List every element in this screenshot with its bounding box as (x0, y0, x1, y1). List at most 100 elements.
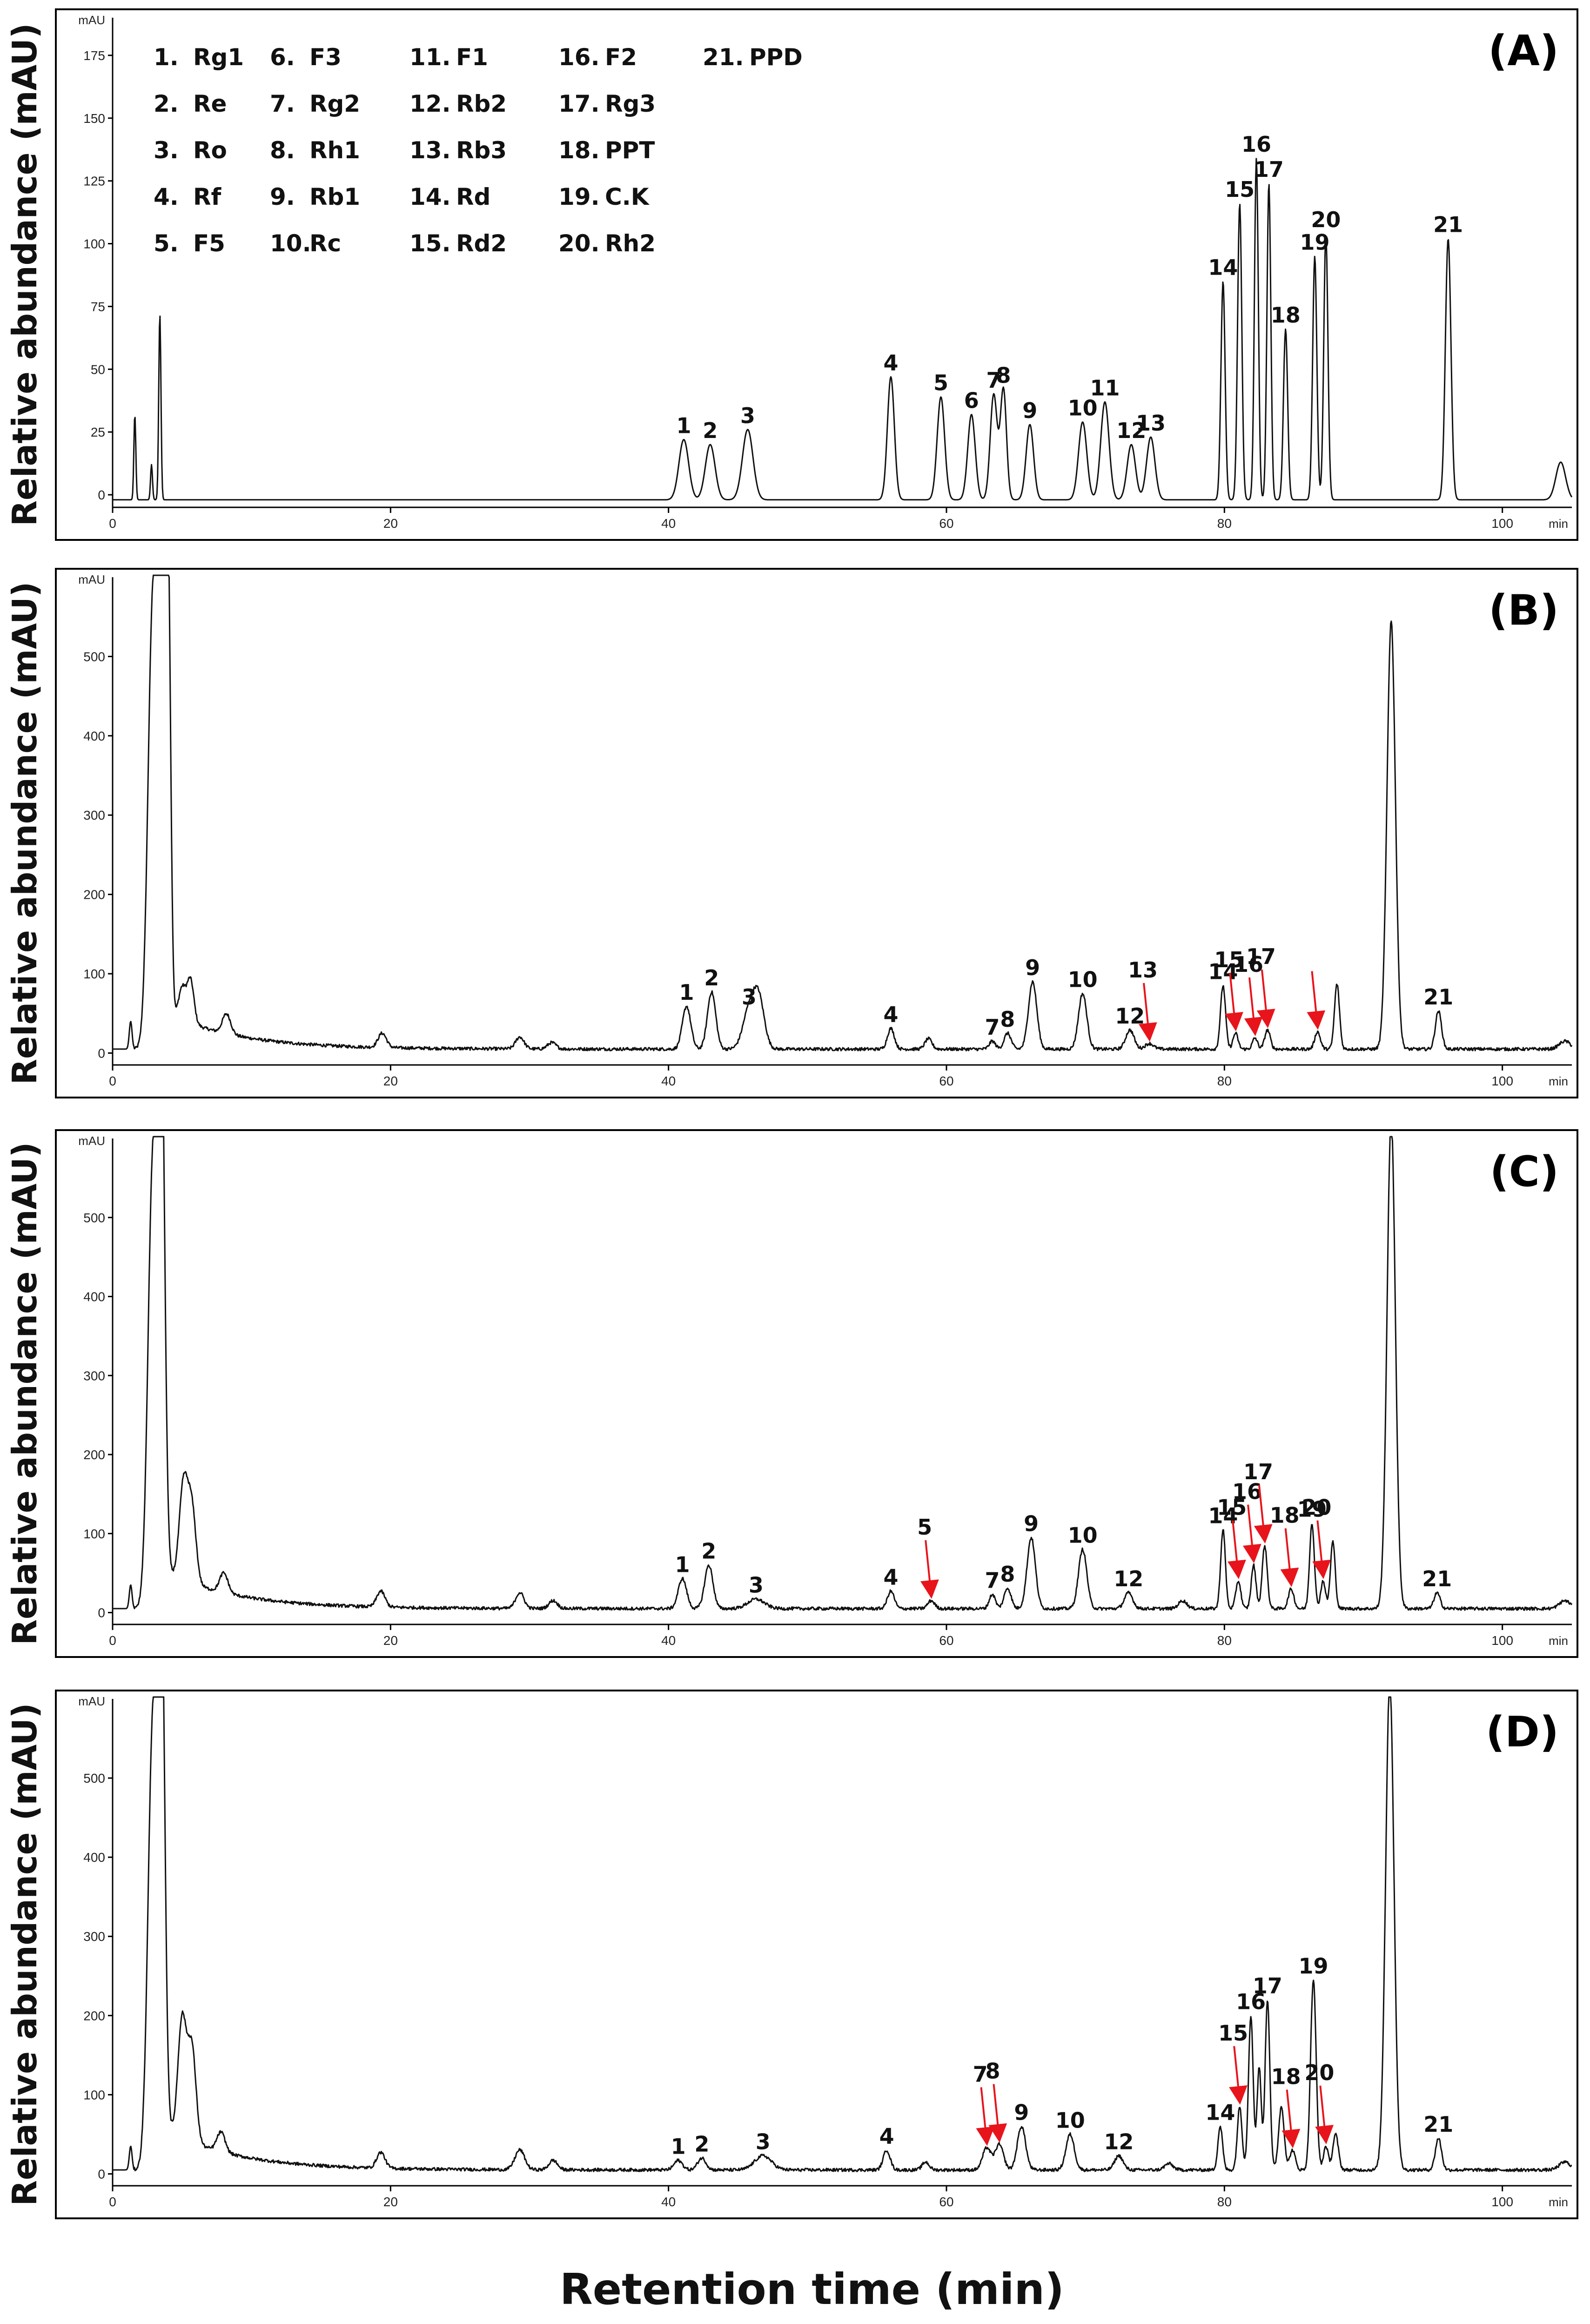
y-tick-label: 25 (91, 425, 105, 439)
peak-label: 10 (1068, 1523, 1098, 1548)
x-tick-label: 80 (1217, 2195, 1232, 2209)
peak-label: 1 (679, 980, 694, 1005)
legend-number: 8. (270, 137, 295, 164)
panel-label: (D) (1486, 1708, 1559, 1757)
x-tick-label: 60 (939, 1074, 953, 1088)
peak-label: 14 (1205, 2100, 1235, 2125)
x-tick-label: 40 (661, 1074, 676, 1088)
peak-arrow (1281, 2089, 1301, 2149)
peak-label: 10 (1055, 2108, 1085, 2133)
y-tick-label: 400 (83, 1850, 105, 1865)
y-unit-label: mAU (78, 1694, 105, 1708)
y-tick-label: 0 (98, 2167, 105, 2181)
peak-label: 9 (1024, 1511, 1039, 1536)
legend-number: 15. (409, 230, 451, 257)
peak-label: 13 (1136, 411, 1166, 436)
peak-label: 21 (1422, 1566, 1452, 1591)
peak-label: 15 (1214, 947, 1244, 972)
x-tick-label: 80 (1217, 516, 1232, 531)
legend-number: 21. (703, 44, 744, 71)
peak-label: 8 (996, 363, 1011, 388)
peak-label: 4 (884, 1565, 899, 1590)
peak-label: 10 (1068, 396, 1098, 421)
peak-arrow (1315, 2085, 1334, 2144)
peak-label: 3 (742, 984, 757, 1010)
panel-frame (55, 1129, 1578, 1658)
peak-label: 16 (1234, 952, 1263, 977)
panel-frame (55, 8, 1578, 541)
y-tick-label: 500 (83, 649, 105, 664)
legend-number: 13. (409, 137, 451, 164)
peak-label: 18 (1271, 2064, 1301, 2089)
x-tick-label: 0 (109, 1074, 116, 1088)
legend-compound-name: PPD (749, 44, 803, 71)
peak-label: 20 (1302, 1495, 1331, 1520)
legend-number: 1. (154, 44, 179, 71)
legend-number: 9. (270, 183, 295, 210)
peak-label: 21 (1423, 984, 1453, 1010)
peak-arrow (1312, 1520, 1331, 1579)
peak-label: 15 (1225, 177, 1255, 202)
y-axis-title: Relative abundance (mAU) (5, 582, 44, 1085)
peak-label: 8 (985, 2059, 1000, 2084)
legend-compound-name: PPT (605, 137, 655, 164)
x-tick-label: 60 (939, 1633, 953, 1648)
y-tick-label: 50 (91, 362, 105, 377)
y-tick-label: 75 (91, 299, 105, 314)
peak-arrow (976, 2087, 995, 2146)
legend-compound-name: Rd (456, 183, 490, 210)
x-tick-label: 0 (109, 2195, 116, 2209)
x-tick-label: 0 (109, 516, 116, 531)
y-tick-label: 125 (83, 174, 105, 189)
peak-arrow (1244, 977, 1263, 1037)
peak-label: 8 (1000, 1562, 1015, 1587)
x-tick-label: 100 (1491, 1074, 1513, 1088)
legend-compound-name: Rb2 (456, 90, 507, 117)
x-tick-label: 20 (383, 1074, 398, 1088)
y-unit-label: mAU (78, 13, 105, 27)
peak-label: 17 (1253, 1973, 1282, 1998)
y-tick-label: 0 (98, 1606, 105, 1620)
peak-label: 16 (1241, 132, 1271, 157)
peak-label: 9 (1025, 955, 1040, 980)
legend-number: 19. (558, 183, 600, 210)
y-tick-label: 200 (83, 1448, 105, 1462)
legend-number: 18. (558, 137, 600, 164)
peak-label: 19 (1298, 1954, 1328, 1979)
peak-label: 16 (1232, 1479, 1262, 1504)
y-tick-label: 500 (83, 1771, 105, 1785)
legend-number: 17. (558, 90, 600, 117)
peak-arrow (1307, 971, 1326, 1030)
peak-label: 14 (1208, 255, 1238, 280)
peak-label: 17 (1246, 944, 1276, 969)
peak-arrow (1242, 1504, 1261, 1563)
y-tick-label: 150 (83, 111, 105, 126)
peak-label: 3 (749, 1573, 764, 1598)
peak-label: 7 (986, 368, 1001, 393)
peak-label: 10 (1068, 967, 1098, 992)
peak-label: 1 (671, 2134, 686, 2159)
peak-label: 1 (675, 1552, 690, 1577)
x-unit-label: min (1549, 517, 1568, 531)
x-tick-label: 60 (939, 516, 953, 531)
y-tick-label: 100 (83, 237, 105, 251)
x-unit-label: min (1549, 1634, 1568, 1648)
legend-compound-name: C.K (605, 183, 650, 210)
legend-number: 2. (154, 90, 179, 117)
peak-label: 11 (1090, 375, 1120, 400)
peak-label: 7 (973, 2061, 988, 2087)
peak-label: 9 (1014, 2100, 1029, 2125)
legend-number: 11. (409, 44, 451, 71)
peak-arrow (1138, 983, 1157, 1042)
y-tick-label: 200 (83, 888, 105, 902)
legend-number: 12. (409, 90, 451, 117)
legend-compound-name: Rb1 (309, 183, 360, 210)
peak-label: 2 (694, 2131, 709, 2156)
legend-compound-name: F3 (309, 44, 342, 71)
peak-label: 13 (1128, 957, 1158, 983)
y-unit-label: mAU (78, 573, 105, 586)
peak-label: 9 (1022, 398, 1037, 423)
